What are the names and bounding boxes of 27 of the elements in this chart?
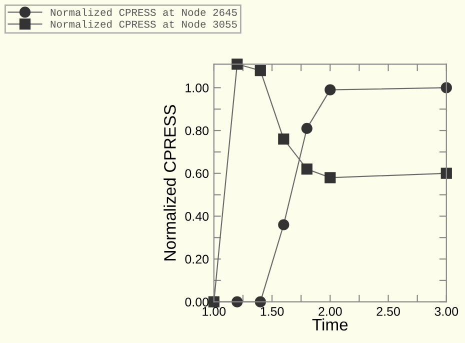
x-tick-label: 2.50: [376, 307, 400, 316]
x-tick-label: 2.00: [318, 307, 342, 316]
point: [278, 219, 290, 230]
x-tick-label: 1.00: [202, 307, 226, 316]
point: [301, 164, 312, 175]
legend-label: Normalized CPRESS at Node 3055: [50, 20, 237, 28]
point: [440, 168, 452, 179]
x-tick-label: 3.00: [434, 307, 458, 316]
y-tick-label: 0.20: [185, 254, 209, 264]
y-tick-label: 1.00: [186, 84, 209, 92]
point: [278, 134, 290, 145]
y-tick-label: 0.40: [185, 212, 209, 221]
point: [254, 65, 266, 76]
y-tick-label: 0.60: [185, 169, 209, 178]
x-tick-label: 1.50: [260, 307, 284, 316]
point: [254, 296, 266, 308]
point: [440, 82, 452, 94]
y-tick-label: 0.80: [185, 126, 209, 136]
point: [301, 122, 312, 134]
point: [324, 172, 336, 184]
x-axis-title: Time: [312, 318, 348, 331]
point: [232, 296, 243, 308]
point: [232, 58, 243, 70]
y-tick-label: 0.00: [185, 298, 209, 306]
y-axis-title: Normalized CPRESS: [164, 105, 176, 260]
legend-label: Normalized CPRESS at Node 2645: [50, 8, 237, 16]
point: [324, 84, 336, 96]
